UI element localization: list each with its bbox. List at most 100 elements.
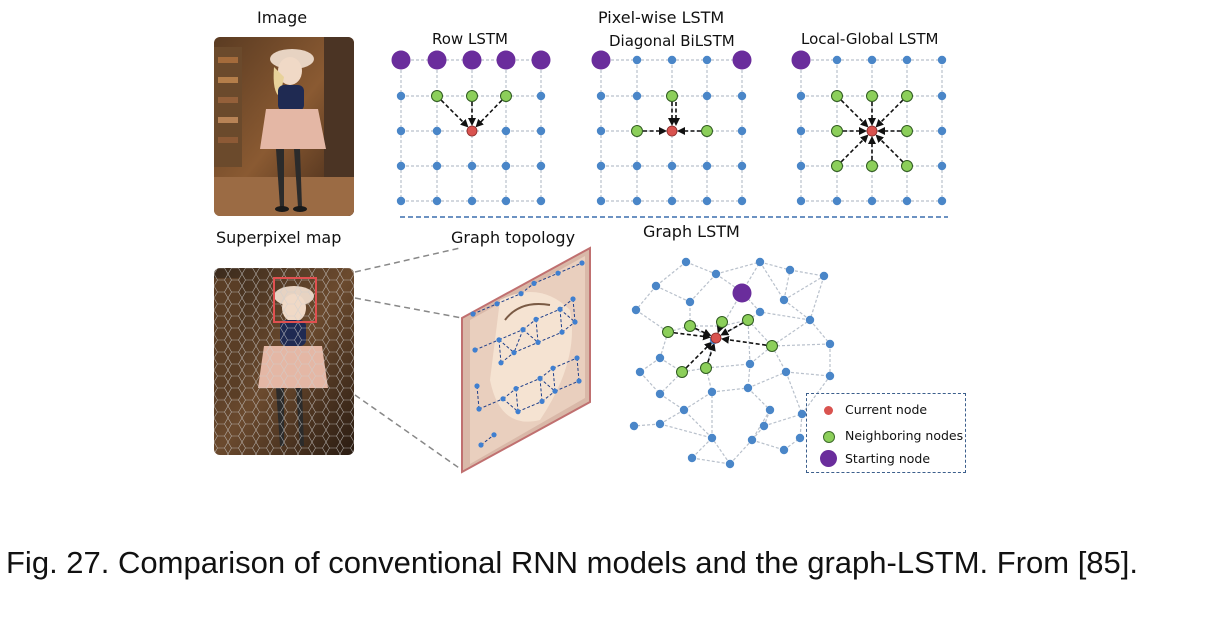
starting-node — [391, 50, 411, 70]
grid-node — [632, 55, 642, 65]
grid-node — [832, 196, 842, 206]
grid-node — [536, 126, 546, 136]
grid-node — [902, 196, 912, 206]
neighbor-node — [866, 160, 878, 172]
graph-edge — [655, 285, 691, 303]
current-node — [866, 125, 878, 137]
grid-node — [937, 55, 947, 65]
starting-node — [791, 50, 811, 70]
starting-node — [531, 50, 551, 70]
message-arrow — [716, 324, 725, 334]
grid-node — [467, 161, 477, 171]
topology-edge — [535, 319, 539, 343]
neighbor-node — [666, 90, 678, 102]
legend-starting-node: Starting node — [807, 448, 967, 470]
topology-node — [555, 270, 561, 276]
starting-node — [732, 50, 752, 70]
starting-node — [591, 50, 611, 70]
graph-edge — [809, 319, 831, 345]
grid-node — [432, 126, 442, 136]
grid-node — [655, 419, 665, 429]
message-arrow — [695, 327, 712, 337]
neighbor-node — [766, 340, 778, 352]
topology-node — [579, 260, 585, 266]
graph-edge — [809, 275, 825, 321]
grid-node — [737, 126, 747, 136]
grid-node — [396, 196, 406, 206]
grid-node — [596, 91, 606, 101]
topology-node — [472, 347, 478, 353]
topology-edge — [539, 378, 543, 402]
grid-node — [765, 405, 775, 415]
topology-edge — [559, 308, 576, 323]
grid-node — [667, 55, 677, 65]
grid-node — [937, 91, 947, 101]
graph-edge — [759, 261, 791, 271]
grid-node — [687, 453, 697, 463]
neighbor-node — [866, 90, 878, 102]
topology-node — [491, 432, 497, 438]
topology-node — [498, 360, 504, 366]
graph-edge — [783, 275, 825, 301]
grid-node — [937, 196, 947, 206]
topology-edge — [513, 341, 539, 354]
topology-edge — [496, 293, 522, 305]
topology-edge — [533, 272, 559, 284]
graph-edge — [659, 423, 713, 439]
topology-node — [513, 386, 519, 392]
grid-node — [759, 421, 769, 431]
neighbor-node-swatch — [823, 431, 835, 443]
grid-node — [779, 445, 789, 455]
topology-edge — [480, 434, 495, 446]
graph-edge — [659, 393, 685, 411]
grid-node — [632, 196, 642, 206]
graph-edge — [711, 387, 749, 393]
grid-node — [631, 305, 641, 315]
message-arrow — [685, 341, 713, 369]
grid-node — [867, 196, 877, 206]
grid-node — [632, 91, 642, 101]
grid-node — [796, 161, 806, 171]
neighbor-node — [831, 125, 843, 137]
current-node-swatch — [824, 406, 833, 415]
grid-node — [635, 367, 645, 377]
local-global-lstm-grid — [791, 50, 947, 206]
topology-edge — [576, 357, 580, 382]
grid-node — [737, 161, 747, 171]
neighbor-node — [901, 125, 913, 137]
graph-edge — [685, 261, 717, 275]
graph-edge — [785, 371, 831, 377]
topology-node — [559, 329, 565, 335]
grid-node — [796, 91, 806, 101]
graph-edge — [789, 269, 825, 277]
topology-edge — [517, 400, 543, 413]
neighbor-node — [742, 314, 754, 326]
starting-node — [732, 283, 752, 303]
graph-edge — [635, 285, 657, 311]
grid-node — [679, 405, 689, 415]
grid-node — [629, 421, 639, 431]
grid-node — [536, 161, 546, 171]
figure-caption: Fig. 27. Comparison of conventional RNN … — [6, 545, 1139, 580]
message-arrow — [875, 134, 904, 163]
grid-node — [396, 91, 406, 101]
grid-node — [702, 161, 712, 171]
superpixel-map-image — [214, 268, 354, 455]
topology-node — [537, 375, 543, 381]
message-arrow — [875, 99, 904, 128]
topology-node — [576, 378, 582, 384]
legend-neighboring-nodes: Neighboring nodes — [807, 425, 967, 447]
graph-edge — [635, 309, 669, 333]
neighbor-node — [631, 125, 643, 137]
grid-node — [867, 55, 877, 65]
graph-edge — [711, 437, 731, 465]
topology-edge — [557, 262, 583, 274]
grid-node — [432, 196, 442, 206]
grid-node — [396, 126, 406, 136]
current-node — [666, 125, 678, 137]
grid-node — [702, 91, 712, 101]
graph-edge — [639, 371, 661, 395]
pixel-wise-lstm-grids — [391, 50, 947, 206]
graph-lstm-label: Graph LSTM — [643, 222, 740, 241]
topology-node — [478, 442, 484, 448]
